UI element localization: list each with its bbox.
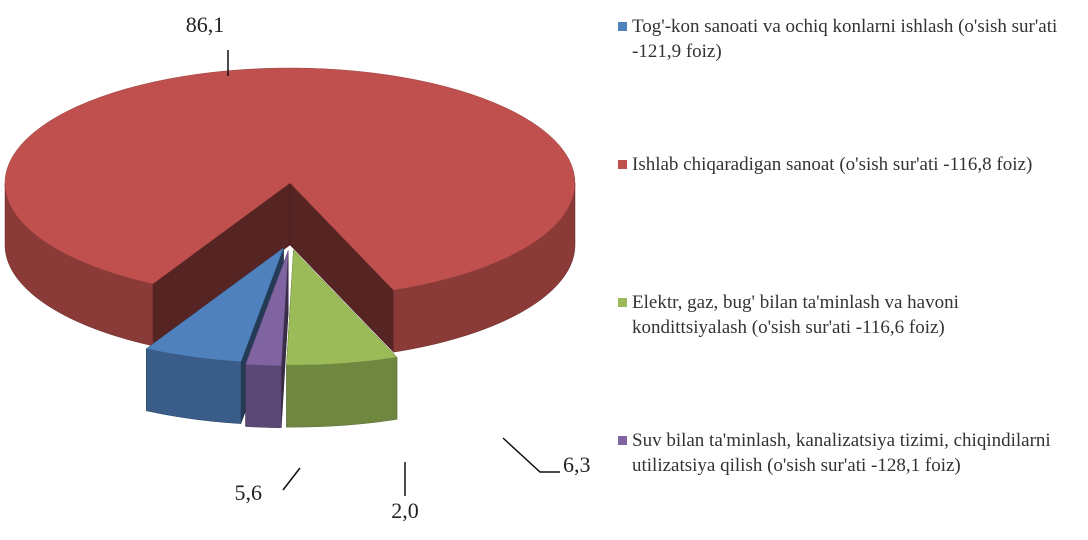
legend-swatch [618, 436, 627, 445]
slice [4, 67, 576, 353]
legend-swatch [618, 298, 627, 307]
legend-label: Tog'-kon sanoati va ochiq konlarni ishla… [632, 16, 1058, 62]
legend-swatch [618, 160, 627, 169]
legend-item: Ishlab chiqaradigan sanoat (o'sish sur'a… [618, 152, 1072, 177]
data-label: 86,1 [186, 12, 225, 37]
legend-item: Suv bilan ta'minlash, kanalizatsiya tizi… [618, 428, 1072, 478]
data-label: 6,3 [563, 452, 591, 477]
data-label: 2,0 [391, 498, 419, 523]
data-label: 5,6 [235, 480, 263, 505]
slice-wall [286, 356, 398, 428]
slice [286, 249, 398, 428]
pie-plot: 5,6 86,1 6,3 2,0 [4, 12, 591, 523]
slice-top [4, 67, 576, 291]
leader-line [502, 437, 560, 473]
legend-swatch [618, 22, 627, 31]
legend-label: Elektr, gaz, bug' bilan ta'minlash va ha… [632, 292, 959, 338]
slice-top [245, 250, 289, 366]
slice-top [145, 247, 285, 362]
leader-line [282, 467, 301, 491]
slice-wall [245, 364, 282, 428]
legend-item: Tog'-kon sanoati va ochiq konlarni ishla… [618, 14, 1072, 64]
slice-top [286, 249, 398, 366]
legend-label: Suv bilan ta'minlash, kanalizatsiya tizi… [632, 430, 1051, 476]
legend-label: Ishlab chiqaradigan sanoat (o'sish sur'a… [632, 154, 1033, 175]
legend-item: Elektr, gaz, bug' bilan ta'minlash va ha… [618, 290, 1072, 340]
slice [245, 250, 289, 428]
